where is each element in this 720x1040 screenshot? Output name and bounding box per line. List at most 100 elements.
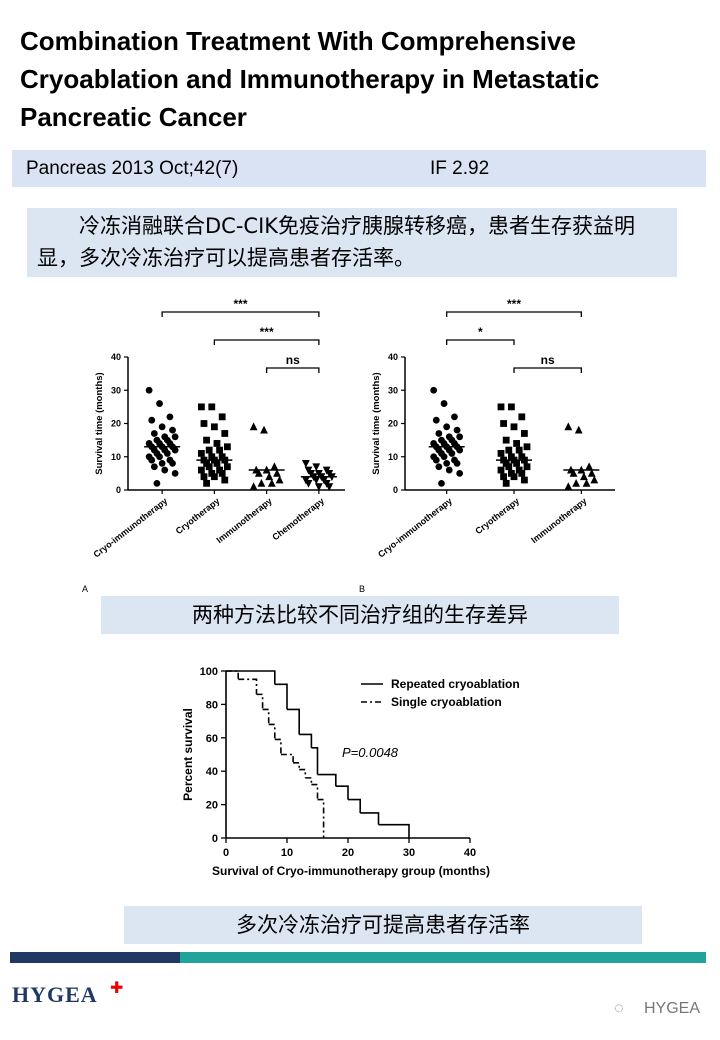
- data-point: [260, 425, 268, 434]
- survival-step: [299, 768, 307, 778]
- data-point: [148, 416, 156, 424]
- data-point: [200, 473, 208, 481]
- significance-label: ***: [260, 325, 274, 339]
- survival-step: [274, 683, 288, 710]
- survival-step: [268, 723, 276, 740]
- significance-label: ***: [507, 297, 521, 311]
- data-point: [150, 430, 158, 437]
- y-tick-label: 40: [388, 352, 398, 362]
- data-point: [208, 403, 216, 411]
- data-point: [213, 460, 221, 467]
- legend-label: Repeated cryoablation: [391, 677, 520, 691]
- data-point: [148, 456, 156, 464]
- data-point: [448, 450, 456, 457]
- data-point: [249, 422, 258, 431]
- category-label: Cryo-immunotherapy: [91, 496, 169, 560]
- survival-step: [311, 783, 319, 800]
- data-point: [197, 450, 205, 457]
- data-point: [513, 460, 520, 467]
- data-point: [221, 430, 229, 437]
- data-point: [430, 386, 438, 394]
- data-point: [218, 413, 226, 421]
- journal: Pancreas 2013 Oct;42(7): [26, 158, 239, 179]
- data-point: [171, 469, 179, 477]
- x-axis-label: Survival of Cryo-immunotherapy group (mo…: [212, 864, 490, 878]
- data-point: [197, 403, 205, 411]
- data-point: [156, 400, 163, 407]
- data-point: [223, 443, 231, 451]
- significance-bracket: [265, 367, 320, 373]
- data-point: [515, 446, 523, 454]
- data-point: [587, 468, 596, 477]
- data-point: [497, 466, 505, 474]
- watermark-icon: ◌: [614, 1000, 624, 1017]
- survival-step: [226, 670, 276, 685]
- data-point: [312, 476, 321, 485]
- survival-step: [238, 678, 258, 695]
- data-point: [158, 460, 166, 467]
- data-point: [456, 446, 464, 454]
- data-point: [523, 463, 531, 471]
- data-point: [564, 422, 573, 431]
- x-tick-label: 30: [403, 847, 415, 859]
- significance-bracket: [161, 311, 320, 317]
- footer-bar: [180, 952, 706, 963]
- data-point: [497, 450, 505, 457]
- survival-step: [311, 747, 319, 775]
- data-point: [166, 413, 174, 421]
- survival-step: [256, 693, 264, 710]
- y-tick-label: 10: [111, 452, 121, 462]
- significance-label: *: [478, 325, 483, 339]
- data-point: [169, 460, 176, 467]
- data-point: [203, 436, 210, 444]
- data-point: [314, 483, 323, 492]
- x-tick-label: 0: [223, 847, 229, 859]
- x-tick-label: 40: [464, 847, 476, 859]
- data-point: [451, 413, 458, 421]
- data-point: [518, 413, 526, 421]
- survival-step: [293, 762, 300, 770]
- survival-step: [226, 670, 239, 680]
- y-tick-label: 0: [212, 833, 218, 845]
- data-point: [580, 472, 588, 481]
- logo-cross: ✚: [110, 980, 124, 997]
- y-axis-label: Percent survival: [181, 708, 195, 801]
- data-point: [513, 440, 520, 447]
- data-point: [453, 426, 461, 434]
- data-point: [145, 386, 153, 394]
- data-point: [257, 478, 266, 487]
- significance-label: ns: [286, 353, 300, 367]
- data-point: [213, 440, 221, 447]
- data-point: [456, 469, 464, 477]
- data-point: [304, 479, 313, 488]
- category-label: Immunotherapy: [214, 496, 273, 545]
- significance-label: ns: [541, 353, 555, 367]
- survival-step: [360, 812, 380, 825]
- data-point: [574, 425, 583, 434]
- data-point: [210, 473, 218, 481]
- data-point: [197, 466, 205, 474]
- data-point: [325, 483, 334, 492]
- data-point: [443, 423, 451, 431]
- significance-bracket: [446, 311, 582, 317]
- data-point: [161, 466, 169, 474]
- survival-step: [317, 773, 337, 787]
- y-axis-label: Survival time (months): [94, 372, 105, 474]
- data-point: [510, 473, 518, 481]
- data-point: [432, 416, 440, 424]
- y-tick-label: 10: [388, 452, 398, 462]
- data-point: [505, 463, 513, 471]
- annotation: P=0.0048: [342, 745, 399, 760]
- data-point: [523, 443, 531, 451]
- data-point: [502, 436, 510, 444]
- x-tick-label: 10: [281, 847, 293, 859]
- category-label: Cryo-immunotherapy: [376, 496, 454, 560]
- y-tick-label: 80: [206, 699, 218, 711]
- data-point: [267, 478, 276, 487]
- significance-label: ***: [233, 297, 247, 311]
- data-point: [502, 479, 510, 487]
- legend-label: Single cryoablation: [391, 695, 502, 709]
- panel-label: B: [359, 584, 365, 594]
